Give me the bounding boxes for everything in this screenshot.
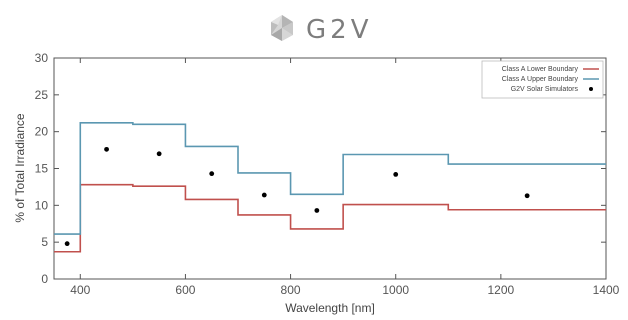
simulator-point [156, 151, 162, 157]
simulator-point [209, 171, 215, 177]
x-tick-label: 1200 [488, 283, 515, 297]
simulator-point [64, 241, 70, 247]
y-tick-label: 30 [35, 51, 49, 65]
simulator-point [261, 192, 267, 198]
logo-text: G2V [306, 15, 372, 45]
axis-ticks: 400 600 800 1000 1200 1400 0 5 10 15 20 25 30 [35, 51, 620, 297]
legend-label-lower: Class A Lower Boundary [502, 66, 579, 73]
x-tick-label: 600 [175, 283, 195, 297]
simulator-point [314, 208, 320, 213]
legend-box [481, 60, 604, 99]
series-layer [54, 122, 606, 253]
x-tick-label: 1000 [382, 283, 409, 297]
simulator-point [524, 193, 530, 199]
y-tick-label: 25 [35, 88, 49, 102]
simulator-point [393, 171, 399, 177]
x-tick-label: 400 [70, 283, 90, 297]
y-tick-label: 10 [35, 198, 49, 212]
y-tick-label: 20 [35, 125, 49, 139]
legend-label-simulators: G2V Solar Simulators [511, 86, 579, 93]
lower-boundary-line [54, 183, 606, 253]
upper-boundary-line [54, 122, 606, 235]
x-tick-label: 800 [281, 283, 301, 297]
legend: Class A Lower Boundary Class A Upper Bou… [481, 60, 604, 99]
y-axis-label: % of Total Irradiance [13, 113, 27, 222]
legend-swatch-simulators [589, 87, 593, 91]
y-tick-label: 0 [41, 272, 48, 286]
y-tick-label: 15 [35, 162, 49, 176]
simulator-point [104, 146, 109, 152]
x-axis-label: Wavelength [nm] [285, 301, 375, 315]
logo-mark-icon [271, 15, 293, 41]
g2v-logo: G2V [271, 15, 372, 45]
y-tick-label: 5 [41, 235, 48, 249]
x-tick-label: 1400 [593, 283, 620, 297]
legend-label-upper: Class A Upper Boundary [502, 76, 579, 83]
